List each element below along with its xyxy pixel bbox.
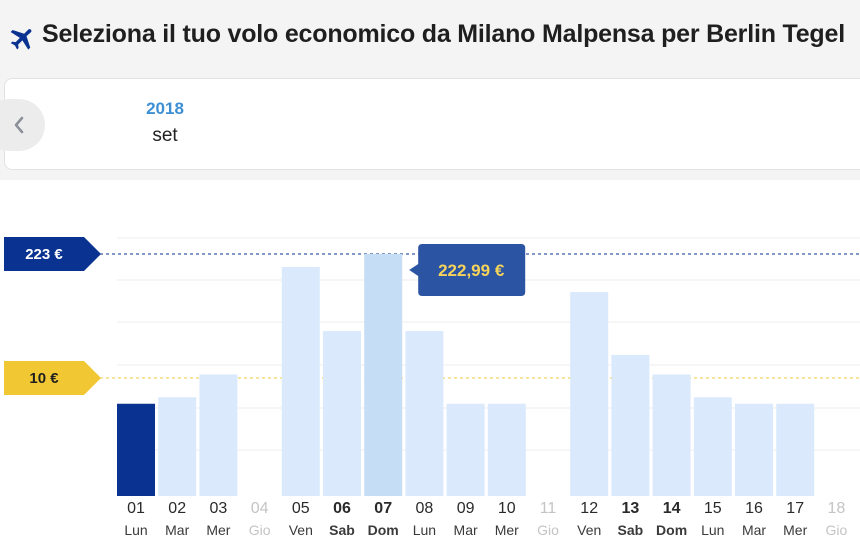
day-label-18: 18 — [828, 500, 846, 517]
price-bar-17[interactable] — [776, 403, 815, 496]
weekday-label-05: Ven — [289, 522, 313, 538]
weekday-label-07: Dom — [368, 522, 399, 538]
price-bar-13[interactable] — [611, 354, 650, 496]
day-label-10: 10 — [498, 500, 516, 517]
weekday-label-01: Lun — [124, 522, 147, 538]
weekday-label-12: Ven — [577, 522, 601, 538]
day-label-12: 12 — [580, 500, 598, 517]
price-chart-svg: 223 € 10 € 01 Lun 02 Mar 03 Mer 04 Gio 05 Ven 06 Sab 0… — [4, 236, 860, 538]
price-bar-08[interactable] — [405, 331, 444, 496]
month-name: set — [152, 125, 178, 146]
day-label-11: 11 — [540, 500, 557, 517]
day-label-09: 09 — [457, 500, 475, 517]
price-bar-02[interactable] — [158, 397, 197, 496]
price-bar-12[interactable] — [570, 291, 609, 496]
chevron-left-icon — [14, 116, 24, 134]
weekday-label-02: Mar — [165, 522, 189, 538]
price-bar-03[interactable] — [199, 374, 238, 496]
day-label-13: 13 — [622, 500, 640, 517]
weekday-label-10: Mer — [495, 522, 519, 538]
day-label-15: 15 — [704, 500, 722, 517]
page-title: Seleziona il tuo volo economico da Milan… — [42, 20, 845, 48]
weekday-label-08: Lun — [413, 522, 436, 538]
price-tooltip-text: 222,99 € — [438, 261, 505, 280]
weekday-label-14: Dom — [656, 522, 687, 538]
weekday-label-04: Gio — [249, 522, 271, 538]
month-year: 2018 — [146, 99, 184, 118]
day-label-14: 14 — [663, 500, 681, 517]
weekday-label-16: Mar — [742, 522, 766, 538]
weekday-label-18: Gio — [826, 522, 848, 538]
day-label-05: 05 — [292, 500, 310, 517]
weekday-label-03: Mer — [206, 522, 230, 538]
day-label-16: 16 — [745, 500, 763, 517]
day-label-08: 08 — [416, 500, 434, 517]
price-bar-16[interactable] — [735, 403, 773, 496]
max-price-marker — [4, 236, 101, 271]
weekday-label-06: Sab — [329, 522, 355, 538]
price-bar-01[interactable] — [117, 403, 155, 496]
day-label-07: 07 — [374, 500, 392, 517]
day-label-17: 17 — [786, 500, 804, 517]
price-chart: 223 € 10 € 01 Lun 02 Mar 03 Mer 04 Gio 05 Ven 06 Sab 0… — [0, 180, 860, 554]
day-label-02: 02 — [168, 500, 186, 517]
day-label-04: 04 — [251, 500, 269, 517]
price-bar-07[interactable] — [364, 254, 403, 496]
price-bar-15[interactable] — [693, 397, 732, 496]
month-tab-september[interactable]: 2018 set — [115, 99, 215, 147]
price-bar-05[interactable] — [281, 267, 320, 496]
weekday-label-09: Mar — [454, 522, 478, 538]
weekday-label-17: Mer — [783, 522, 807, 538]
price-bar-14[interactable] — [652, 374, 691, 496]
month-selector: 2018 set — [0, 78, 860, 170]
min-price-marker-label: 10 € — [29, 370, 59, 387]
day-label-03: 03 — [210, 500, 228, 517]
weekday-label-15: Lun — [701, 522, 724, 538]
min-price-marker — [4, 361, 101, 395]
day-label-06: 06 — [333, 500, 351, 517]
previous-month-button[interactable] — [0, 99, 45, 151]
price-tooltip — [409, 244, 526, 296]
price-bar-09[interactable] — [446, 403, 485, 496]
price-bar-10[interactable] — [487, 403, 526, 496]
max-price-marker-label: 223 € — [25, 246, 63, 263]
day-label-01: 01 — [127, 500, 145, 517]
airplane-icon — [10, 29, 32, 50]
page-header: Seleziona il tuo volo economico da Milan… — [0, 0, 860, 70]
weekday-label-13: Sab — [618, 522, 644, 538]
price-bar-06[interactable] — [323, 331, 361, 496]
weekday-label-11: Gio — [537, 522, 559, 538]
